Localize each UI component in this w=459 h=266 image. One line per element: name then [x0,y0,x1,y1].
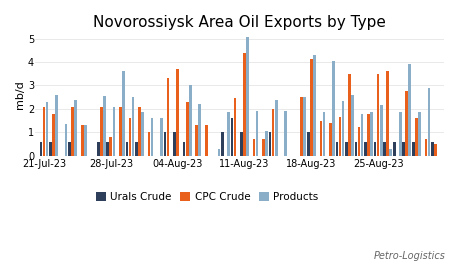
Bar [310,59,313,156]
Bar [46,102,48,156]
Bar [164,132,167,156]
Bar [399,113,402,156]
Bar [285,111,287,156]
Bar [135,142,138,156]
Bar [332,61,335,156]
Bar [341,101,344,156]
Bar [256,111,258,156]
Bar [412,142,414,156]
Bar [262,139,265,156]
Bar [336,142,338,156]
Bar [71,107,74,156]
Bar [148,132,151,156]
Bar [39,142,42,156]
Bar [160,118,163,156]
Bar [198,104,201,156]
Bar [68,142,71,156]
Bar [370,113,373,156]
Bar [112,107,115,156]
Text: Petro-Logistics: Petro-Logistics [373,251,445,261]
Bar [380,105,382,156]
Bar [364,142,367,156]
Bar [253,139,255,156]
Bar [186,102,189,156]
Bar [173,132,176,156]
Bar [431,142,434,156]
Bar [183,142,185,156]
Bar [405,91,408,156]
Bar [110,137,112,156]
Bar [227,113,230,156]
Bar [74,99,77,156]
Bar [339,117,341,156]
Legend: Urals Crude, CPC Crude, Products: Urals Crude, CPC Crude, Products [91,188,323,206]
Bar [100,107,103,156]
Bar [81,125,84,156]
Bar [176,69,179,156]
Bar [329,123,332,156]
Bar [55,95,58,156]
Bar [361,114,364,156]
Bar [52,114,55,156]
Bar [275,99,278,156]
Bar [151,118,153,156]
Bar [272,109,274,156]
Bar [205,125,207,156]
Bar [43,107,45,156]
Bar [389,149,392,156]
Bar [106,142,109,156]
Bar [348,74,351,156]
Bar [307,132,309,156]
Bar [409,64,411,156]
Bar [138,107,141,156]
Bar [319,121,322,156]
Bar [428,88,430,156]
Bar [103,96,106,156]
Bar [119,107,122,156]
Bar [189,85,191,156]
Bar [313,55,316,156]
Bar [240,132,243,156]
Y-axis label: mb/d: mb/d [15,81,25,109]
Bar [65,124,67,156]
Bar [122,72,125,156]
Bar [234,98,236,156]
Bar [355,142,357,156]
Bar [351,95,354,156]
Bar [243,53,246,156]
Bar [301,97,303,156]
Bar [84,125,87,156]
Bar [230,118,233,156]
Bar [218,149,220,156]
Bar [367,114,370,156]
Bar [386,72,389,156]
Bar [221,132,224,156]
Bar [415,118,418,156]
Bar [265,131,268,156]
Bar [141,113,144,156]
Bar [418,113,421,156]
Bar [358,127,360,156]
Bar [246,38,249,156]
Bar [393,142,396,156]
Bar [434,144,437,156]
Bar [167,78,169,156]
Bar [345,142,348,156]
Bar [403,142,405,156]
Bar [196,125,198,156]
Bar [377,74,380,156]
Title: Novorossiysk Area Oil Exports by Type: Novorossiysk Area Oil Exports by Type [93,15,386,30]
Bar [323,113,325,156]
Bar [132,97,134,156]
Bar [129,118,131,156]
Bar [374,142,376,156]
Bar [125,142,128,156]
Bar [383,142,386,156]
Bar [425,139,427,156]
Bar [97,142,100,156]
Bar [269,132,271,156]
Bar [303,97,306,156]
Bar [49,142,52,156]
